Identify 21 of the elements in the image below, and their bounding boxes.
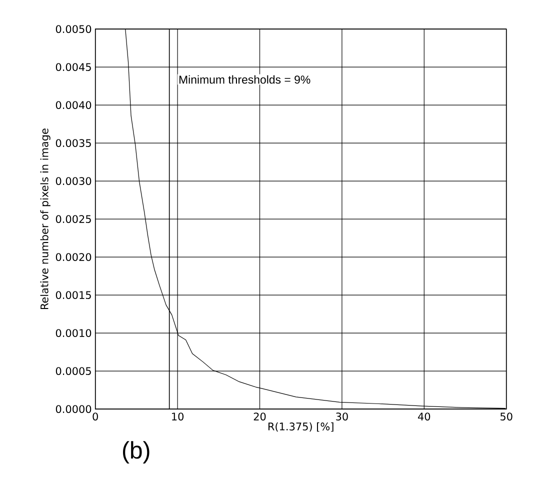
- y-tick-label: 0.0050: [56, 25, 92, 34]
- y-tick-label: 0.0020: [56, 253, 92, 262]
- y-axis-title: Relative number of pixels in image: [40, 128, 50, 310]
- y-tick-label: 0.0010: [56, 329, 92, 338]
- x-tick-label: 50: [500, 412, 512, 420]
- x-tick-label: 0: [92, 412, 98, 420]
- x-tick-label: 40: [418, 412, 430, 420]
- y-tick-label: 0.0025: [56, 215, 91, 224]
- x-axis-title: R(1.375) [%]: [268, 422, 334, 432]
- ref-line-label: Minimum thresholds = 9%: [179, 75, 310, 84]
- y-tick-label: 0.0005: [56, 367, 91, 376]
- text: (b): [123, 441, 150, 464]
- y-tick-label: 0.0035: [56, 139, 91, 148]
- y-tick-label: 0.0040: [56, 101, 92, 110]
- x-tick-label: 10: [172, 412, 184, 420]
- y-tick-label: 0.0030: [56, 177, 92, 186]
- x-tick-label: 30: [336, 412, 348, 420]
- y-tick-label: 0.0045: [56, 63, 91, 72]
- y-tick-label: 0.0000: [56, 405, 92, 414]
- x-tick-label: 20: [254, 412, 266, 420]
- y-tick-label: 0.0015: [56, 291, 91, 300]
